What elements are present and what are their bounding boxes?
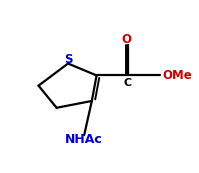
Text: S: S: [64, 53, 72, 66]
Text: O: O: [122, 33, 132, 46]
Text: C: C: [124, 78, 132, 88]
Text: OMe: OMe: [162, 69, 192, 82]
Text: NHAc: NHAc: [65, 133, 103, 146]
